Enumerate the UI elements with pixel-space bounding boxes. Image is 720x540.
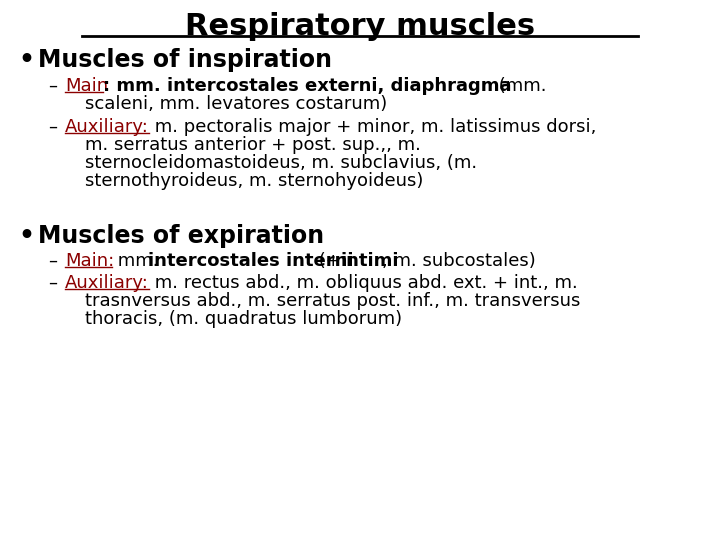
Text: intercostales interni: intercostales interni — [148, 252, 354, 270]
Text: Main: Main — [65, 77, 108, 95]
Text: m. rectus abd., m. obliquus abd. ext. + int., m.: m. rectus abd., m. obliquus abd. ext. + … — [149, 274, 577, 292]
Text: –: – — [48, 77, 57, 95]
Text: , m. subcostales): , m. subcostales) — [382, 252, 536, 270]
Text: intimi: intimi — [340, 252, 398, 270]
Text: Muscles of expiration: Muscles of expiration — [38, 224, 324, 248]
Text: (mm.: (mm. — [493, 77, 546, 95]
Text: m. serratus anterior + post. sup.,, m.: m. serratus anterior + post. sup.,, m. — [85, 136, 421, 154]
Text: (+: (+ — [313, 252, 346, 270]
Text: •: • — [18, 48, 34, 72]
Text: scaleni, mm. levatores costarum): scaleni, mm. levatores costarum) — [85, 95, 387, 113]
Text: trasnversus abd., m. serratus post. inf., m. transversus: trasnversus abd., m. serratus post. inf.… — [85, 292, 580, 310]
Text: Main:: Main: — [65, 252, 114, 270]
Text: sternocleidomastoideus, m. subclavius, (m.: sternocleidomastoideus, m. subclavius, (… — [85, 154, 477, 172]
Text: Auxiliary:: Auxiliary: — [65, 118, 149, 136]
Text: thoracis, (m. quadratus lumborum): thoracis, (m. quadratus lumborum) — [85, 310, 402, 328]
Text: mm.: mm. — [112, 252, 164, 270]
Text: Auxiliary:: Auxiliary: — [65, 274, 149, 292]
Text: Respiratory muscles: Respiratory muscles — [185, 12, 535, 41]
Text: m. pectoralis major + minor, m. latissimus dorsi,: m. pectoralis major + minor, m. latissim… — [149, 118, 596, 136]
Text: sternothyroideus, m. sternohyoideus): sternothyroideus, m. sternohyoideus) — [85, 172, 423, 190]
Text: : mm. intercostales externi, diaphragma: : mm. intercostales externi, diaphragma — [103, 77, 511, 95]
Text: –: – — [48, 252, 57, 270]
Text: •: • — [18, 224, 34, 248]
Text: Muscles of inspiration: Muscles of inspiration — [38, 48, 332, 72]
Text: –: – — [48, 274, 57, 292]
Text: –: – — [48, 118, 57, 136]
